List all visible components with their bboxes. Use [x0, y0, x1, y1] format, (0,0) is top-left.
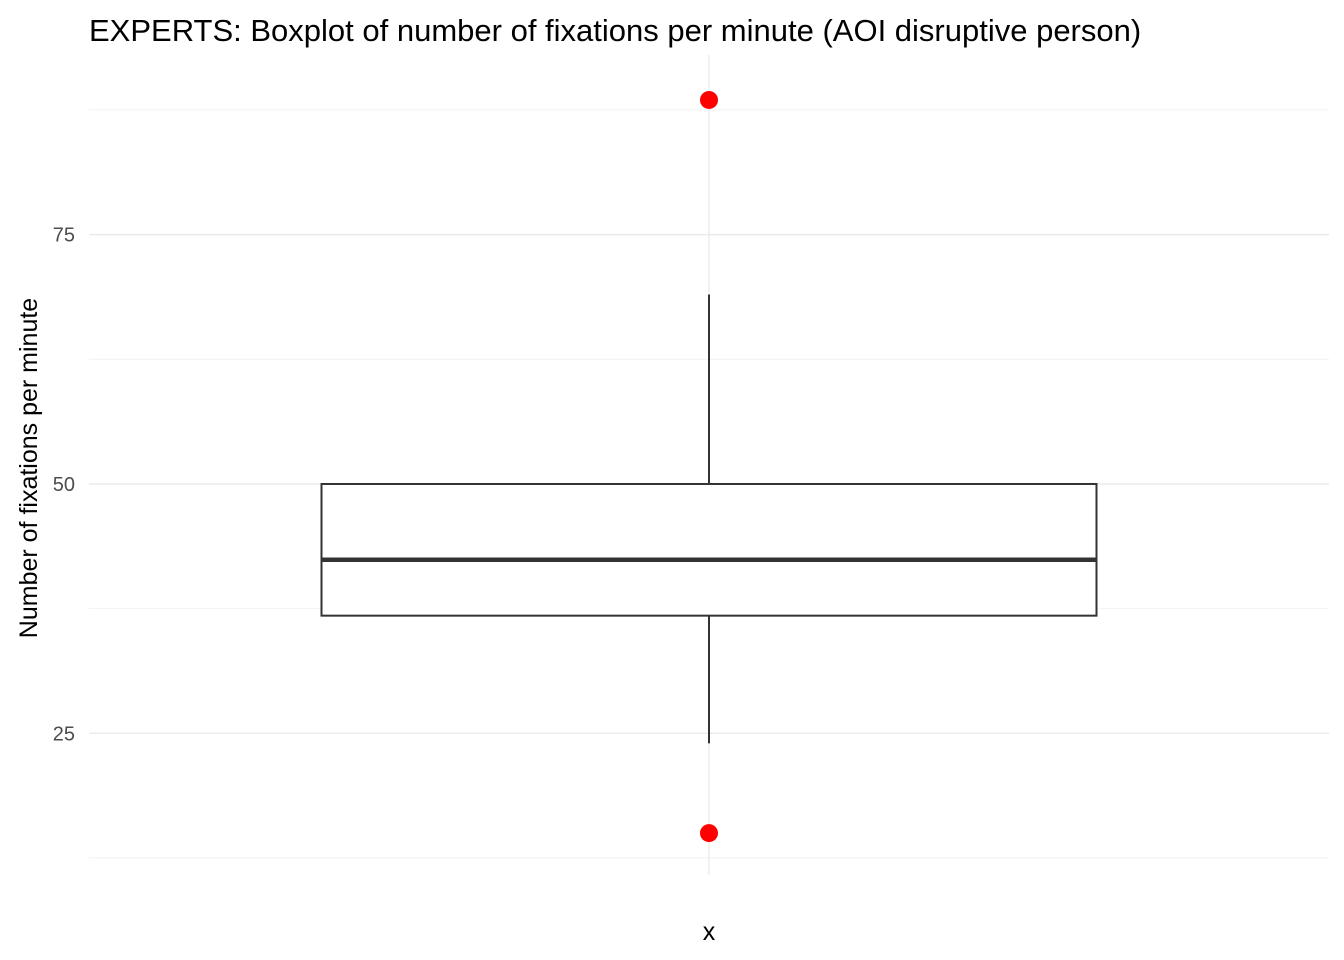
iqr-box	[320, 482, 1098, 617]
outlier-point	[700, 824, 718, 843]
axes: 25 50 75	[53, 225, 75, 746]
y-tick-label: 75	[53, 225, 75, 247]
y-tick-label: 25	[53, 723, 75, 745]
y-axis-title: Number of fixations per minute	[15, 298, 43, 638]
chart-title: EXPERTS: Boxplot of number of fixations …	[89, 13, 1141, 48]
outlier-point	[700, 90, 718, 109]
y-tick-label: 50	[53, 474, 75, 496]
plot-area	[320, 90, 1098, 843]
x-axis-title: x	[703, 918, 716, 946]
